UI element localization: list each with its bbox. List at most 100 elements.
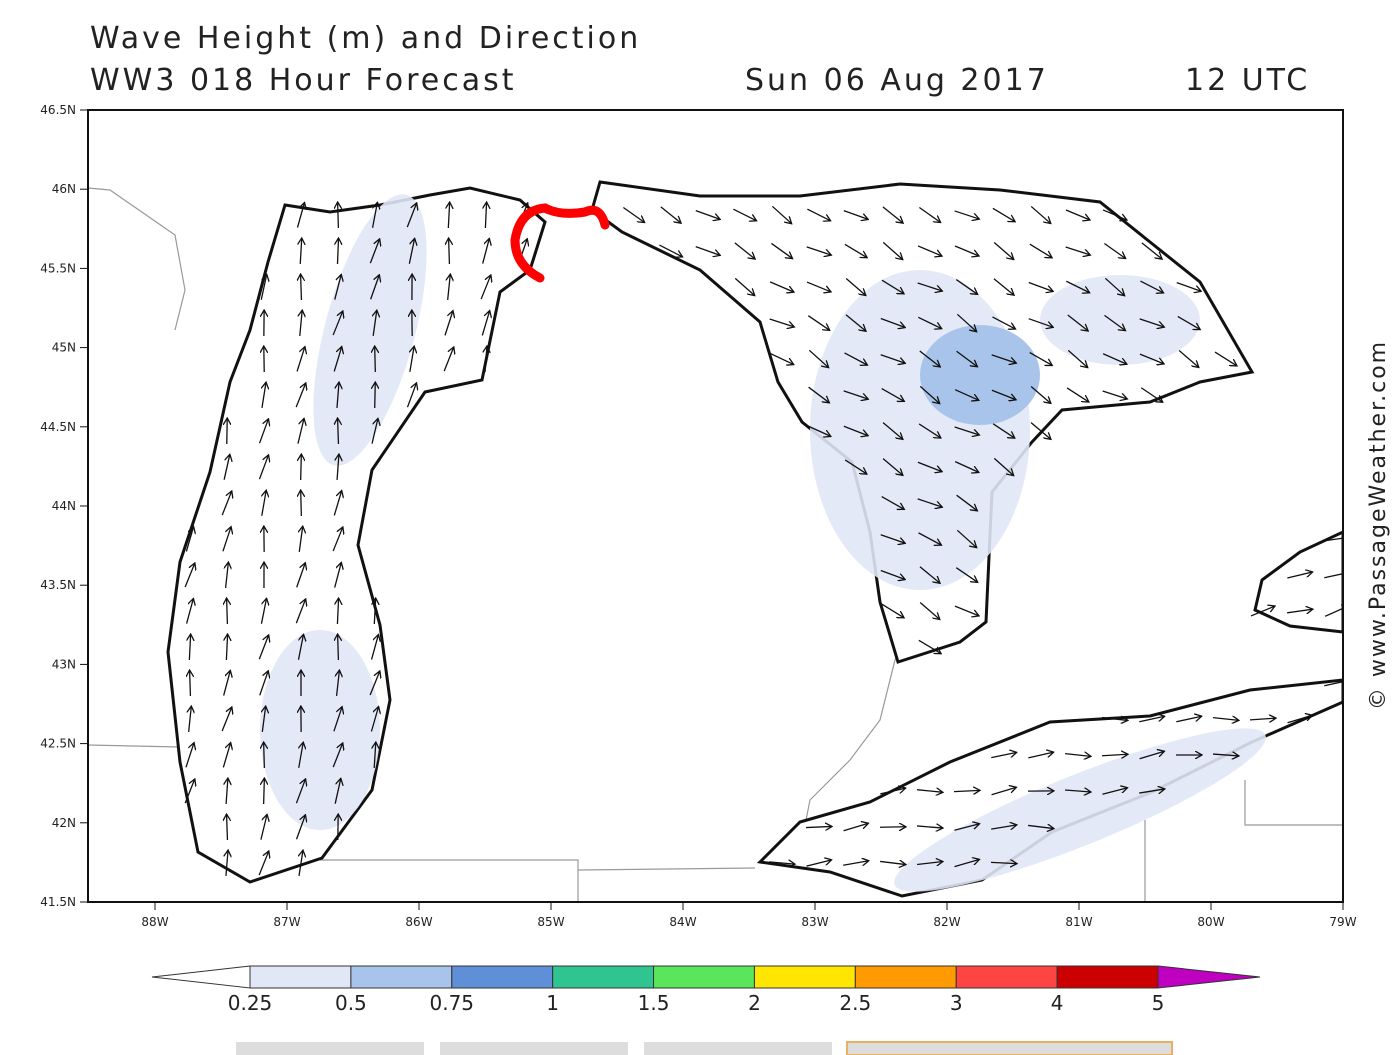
colorbar-segment [955,965,1058,989]
colorbar-end [1157,965,1261,989]
nav-button[interactable] [440,1042,628,1055]
wave-arrow [956,529,976,547]
wave-arrow [370,634,379,660]
wave-arrow [1141,242,1162,259]
wave-arrow [295,815,306,840]
wave-arrow [1250,606,1275,617]
wave-arrow [992,423,1015,438]
wave-arrow [1140,280,1163,293]
wave-arrow [297,634,303,660]
wave-arrow [1178,350,1199,368]
wave-arrow [734,242,755,259]
wave-arrow [695,209,720,220]
wave-arrow [332,743,343,768]
nav-button[interactable] [846,1041,1173,1055]
wave-arrow [882,422,903,440]
wave-arrow [806,425,831,437]
colorbar-label: 5 [1152,991,1165,1015]
wave-arrow [260,814,267,840]
wave-arrow [1028,281,1053,292]
wave-arrow [227,814,228,841]
wave-arrow [1030,205,1051,223]
wave-arrow [807,315,829,331]
wave-arrow [918,639,941,653]
wave-arrow [222,743,230,768]
wave-arrow [222,527,231,552]
wave-arrow [190,670,191,697]
nav-button[interactable] [236,1042,424,1055]
lon-label: 84W [669,915,696,929]
wave-arrow [332,311,343,336]
wave-arrow [373,310,377,336]
colorbar-label: 4 [1051,991,1064,1015]
wave-arrow [916,826,943,828]
wave-arrow [258,455,268,480]
wave-arrow [1139,751,1165,760]
wave-arrow [917,790,943,793]
lat-label: 41.5N [40,895,76,909]
wave-arrow [262,382,266,408]
wave-arrow [769,281,794,292]
colorbar-label: 1 [546,991,559,1015]
lat-label: 45N [52,341,76,355]
wave-arrow [882,241,903,259]
wave-arrow [880,569,905,579]
colorbar-segment [1056,965,1159,989]
wave-arrow [1139,789,1165,793]
wave-arrow [955,279,977,295]
colorbar-label: 0.5 [335,991,367,1015]
wave-arrow [448,274,451,300]
forecast-time: 12 UTC [1185,63,1310,98]
wave-arrow [485,202,486,229]
wave-arrow [919,206,940,222]
nav-button[interactable] [644,1042,832,1055]
wave-arrow [768,862,795,864]
wave-arrow [300,238,302,265]
wave-arrow [264,742,265,769]
wave-arrow [337,670,340,696]
credit: © www.PassageWeather.com [1366,340,1391,710]
wave-arrow [1249,718,1276,720]
lon-label: 85W [537,915,564,929]
map-area [88,110,1343,902]
wave-arrow [1102,718,1128,721]
wave-arrow [843,209,868,220]
wave-arrow [185,743,194,768]
wave-arrow [843,823,869,832]
colorbar-label: 2.5 [839,991,871,1015]
wave-arrow [449,238,450,265]
wave-arrow [264,778,265,805]
wave-arrow [953,790,980,791]
wave-arrow [1102,390,1128,399]
wave-arrow [954,461,979,473]
wave-arrow [1212,754,1239,756]
wave-arrow [1140,387,1163,403]
wave-arrow [337,382,339,409]
wave-arrow [808,349,828,367]
wave-arrow [1030,386,1051,404]
colorbar-label: 0.25 [228,991,273,1015]
colorbar-segment [552,965,655,989]
wave-arrow [917,498,943,507]
wave-arrow [880,317,905,327]
wave-arrow [1139,353,1164,364]
nav-buttons [236,1041,1173,1055]
wave-arrow [1028,825,1054,828]
wave-arrow [992,316,1015,329]
lat-label: 46N [52,182,76,196]
wave-arrow [771,242,792,258]
wave-arrow [259,671,269,696]
lon-label: 88W [141,915,168,929]
wave-arrow [1324,537,1343,541]
wave-arrow [334,778,341,804]
wave-arrow [184,779,195,804]
wave-arrow [223,454,230,480]
wave-arrow [918,423,941,438]
wave-arrow [227,598,228,625]
wave-arrow [993,457,1013,475]
wave-arrow [954,245,979,256]
wave-arrow [882,458,903,476]
wave-arrow [623,206,644,223]
colorbar-end [151,965,251,989]
wave-arrow [1177,315,1200,329]
